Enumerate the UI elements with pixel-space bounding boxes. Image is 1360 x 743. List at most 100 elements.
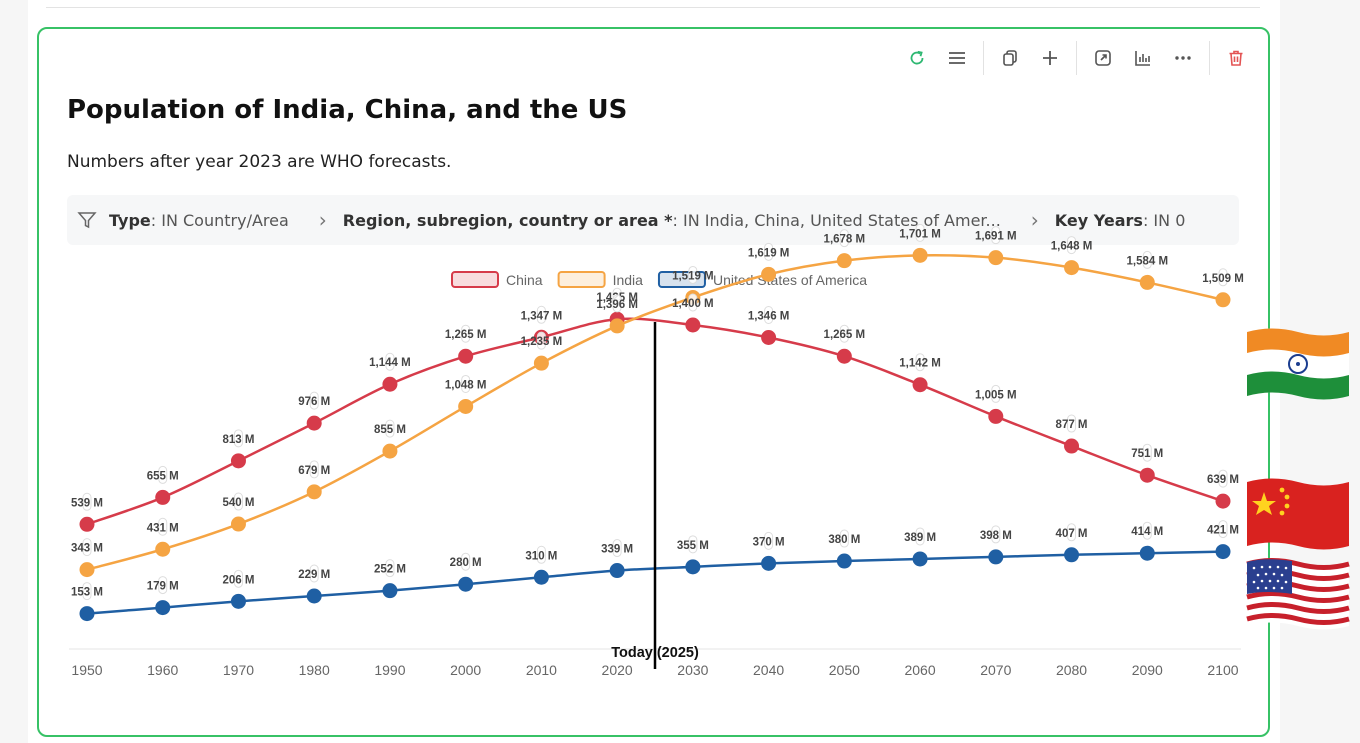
data-label-text: 389 M — [904, 532, 936, 544]
data-label: 877 M — [1056, 414, 1088, 433]
menu-icon[interactable] — [942, 43, 972, 73]
series-line-united-states-of-america — [86, 550, 1224, 615]
data-label-text: 407 M — [1056, 528, 1088, 540]
data-label-bg — [1218, 268, 1228, 287]
legend-swatch — [657, 271, 706, 288]
x-tick-label: 2010 — [526, 662, 557, 678]
chevron-right-icon: › — [1030, 208, 1039, 232]
data-label: 1,400 M — [672, 293, 714, 312]
data-label-bg — [82, 582, 92, 601]
data-point-china — [306, 415, 322, 431]
data-label-bg — [1218, 469, 1228, 488]
data-point-china — [836, 348, 852, 364]
data-label: 1,265 M — [824, 324, 865, 343]
refresh-icon[interactable] — [902, 43, 932, 73]
data-point-india — [685, 289, 701, 305]
data-label-bg — [385, 352, 395, 371]
data-point-united-states-of-america — [836, 553, 852, 569]
data-label-text: 179 M — [147, 581, 179, 593]
add-icon[interactable] — [1035, 43, 1065, 73]
data-label-bg — [309, 391, 319, 410]
delete-icon[interactable] — [1221, 43, 1251, 73]
data-point-china — [382, 376, 398, 392]
data-label-text: 1,425 M — [596, 292, 638, 304]
data-label: 1,235 M — [521, 331, 562, 350]
data-label: 813 M — [222, 429, 254, 448]
chart-title: Population of India, China, and the US — [67, 95, 628, 125]
data-label-bg — [839, 529, 849, 548]
data-label: 389 M — [904, 527, 936, 546]
filter-value: : IN Country/Area — [150, 210, 289, 230]
data-label: 407 M — [1056, 523, 1088, 542]
more-icon[interactable] — [1168, 43, 1198, 73]
data-point-united-states-of-america — [230, 593, 246, 609]
data-label-bg — [915, 527, 925, 546]
data-label-text: 751 M — [1131, 448, 1163, 460]
data-label: 679 M — [298, 460, 330, 479]
data-point-india — [533, 355, 549, 371]
data-label-bg — [764, 305, 774, 324]
chart-card: Population of India, China, and the US N… — [37, 27, 1270, 737]
x-tick-label: 2080 — [1056, 662, 1087, 678]
data-label: 1,048 M — [445, 374, 487, 393]
x-tick-label: 2030 — [677, 662, 708, 678]
data-point-india — [609, 318, 625, 334]
data-label-bg — [1142, 521, 1152, 540]
data-label-bg — [82, 492, 92, 511]
data-label: 1,005 M — [975, 384, 1017, 403]
data-label: 1,144 M — [369, 352, 411, 371]
card-toolbar — [897, 41, 1256, 75]
data-label-text: 1,347 M — [521, 310, 563, 322]
x-tick-label: 2020 — [602, 662, 633, 678]
data-label-text: 229 M — [298, 569, 330, 581]
data-point-china — [230, 453, 246, 469]
data-label-bg — [536, 305, 546, 324]
data-label-bg — [536, 331, 546, 350]
line-chart: 1950 1960 1970 1980 1990 2000 2010 2020 2030 2040… — [69, 223, 1244, 678]
data-label-text: 1,048 M — [445, 379, 487, 391]
data-label-bg — [688, 293, 698, 312]
data-label: 855 M — [374, 419, 406, 438]
data-label: 414 M — [1131, 521, 1163, 540]
data-labels: 539 M 655 M 813 M 976 M 1,144 M 1,265 M 1,347 … — [71, 223, 1244, 601]
copy-icon[interactable] — [995, 43, 1025, 73]
data-label: 229 M — [298, 564, 330, 583]
filter-type[interactable]: Type: IN Country/Area — [109, 211, 289, 230]
x-tick-label: 1990 — [374, 662, 405, 678]
x-tick-label: 1970 — [223, 662, 254, 678]
data-label-text: 414 M — [1131, 526, 1163, 538]
data-point-china — [988, 408, 1004, 424]
data-label-text: 280 M — [450, 557, 482, 569]
data-label-bg — [1067, 523, 1077, 542]
data-label: 1,142 M — [899, 353, 941, 372]
legend-label: India — [613, 272, 644, 288]
data-label-bg — [688, 535, 698, 554]
x-tick-label: 2090 — [1132, 662, 1163, 678]
filter-icon[interactable] — [77, 210, 97, 230]
data-label-bg — [233, 569, 243, 588]
filter-bar: Type: IN Country/Area › Region, subregio… — [67, 195, 1239, 245]
chevron-right-icon: › — [318, 208, 327, 232]
data-label-bg — [461, 552, 471, 571]
data-label-text: 370 M — [753, 536, 785, 548]
series-line-india — [86, 253, 1224, 571]
data-point-china — [1215, 493, 1231, 509]
data-label: 1,509 M — [1202, 268, 1244, 287]
filter-region[interactable]: Region, subregion, country or area *: IN… — [343, 211, 1001, 230]
chart-icon[interactable] — [1128, 43, 1158, 73]
data-point-china — [1139, 467, 1155, 483]
data-label-bg — [385, 559, 395, 578]
data-label-text: 1,142 M — [899, 358, 941, 370]
data-label: 355 M — [677, 535, 709, 554]
data-point-united-states-of-america — [988, 549, 1004, 565]
data-label-bg — [461, 374, 471, 393]
data-point-india — [230, 516, 246, 532]
data-label: 639 M — [1207, 469, 1239, 488]
data-label: 398 M — [980, 525, 1012, 544]
filter-key-years[interactable]: Key Years: IN 0 — [1055, 211, 1186, 230]
data-label-bg — [764, 242, 774, 261]
data-point-india — [79, 562, 95, 578]
expand-icon[interactable] — [1088, 43, 1118, 73]
x-tick-label: 1950 — [71, 662, 102, 678]
data-label: 343 M — [71, 538, 103, 557]
